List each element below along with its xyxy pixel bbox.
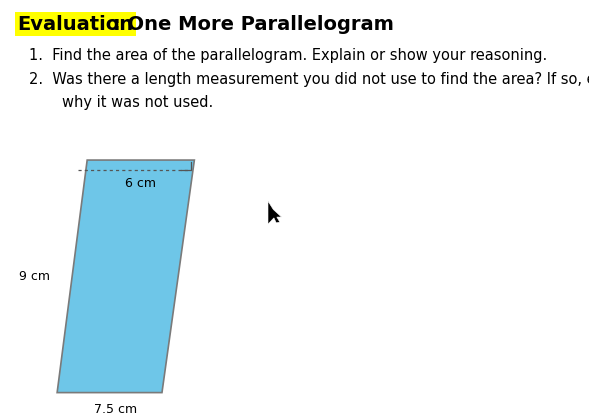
Text: : One More Parallelogram: : One More Parallelogram xyxy=(113,15,394,34)
Text: 6 cm: 6 cm xyxy=(125,177,156,190)
Text: 9 cm: 9 cm xyxy=(19,270,50,283)
Polygon shape xyxy=(268,201,282,224)
Polygon shape xyxy=(57,160,194,393)
Text: Evaluation: Evaluation xyxy=(18,15,134,34)
Text: 2.  Was there a length measurement you did not use to find the area? If so, expl: 2. Was there a length measurement you di… xyxy=(29,72,589,87)
Text: why it was not used.: why it was not used. xyxy=(62,95,213,110)
Text: 7.5 cm: 7.5 cm xyxy=(94,403,137,416)
Text: 1.  Find the area of the parallelogram. Explain or show your reasoning.: 1. Find the area of the parallelogram. E… xyxy=(29,48,548,63)
